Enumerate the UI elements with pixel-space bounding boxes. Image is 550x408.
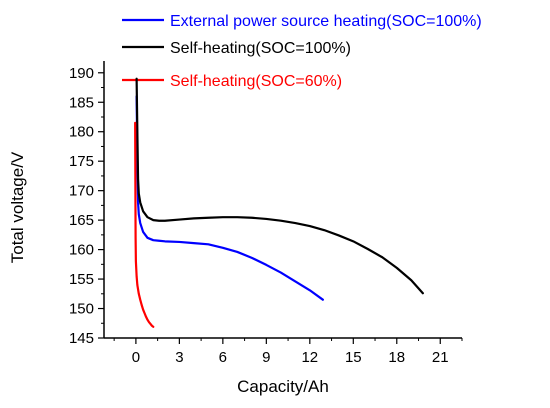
legend-label-1: External power source heating(SOC=100%)	[170, 13, 482, 30]
series-line-3	[134, 121, 155, 328]
series-line-1	[135, 95, 324, 301]
y-ticks: 145 150 155 160 165 170 175 180 185 190	[69, 65, 104, 347]
y-tick-label: 170	[69, 183, 94, 200]
legend-label-2: Self-heating(SOC=100%)	[170, 40, 351, 57]
x-tick-label: 18	[388, 349, 405, 366]
legend-label-3: Self-heating(SOC=60%)	[170, 73, 342, 90]
y-tick-label: 165	[69, 212, 94, 229]
legend: External power source heating(SOC=100%) S…	[122, 13, 482, 90]
x-tick-label: 9	[262, 349, 270, 366]
x-tick-label: 6	[219, 349, 227, 366]
x-tick-label: 21	[432, 349, 449, 366]
x-ticks: 0 3 6 9 12 15 18 21	[113, 338, 463, 366]
x-tick-label: 3	[175, 349, 183, 366]
series-line-2	[135, 77, 424, 295]
y-tick-label: 155	[69, 271, 94, 288]
y-tick-label: 145	[69, 330, 94, 347]
y-tick-label: 180	[69, 124, 94, 141]
x-axis-title: Capacity/Ah	[237, 377, 329, 396]
y-tick-label: 175	[69, 153, 94, 170]
x-tick-label: 12	[301, 349, 318, 366]
plot-lines	[134, 77, 424, 328]
y-tick-label: 185	[69, 94, 94, 111]
y-tick-label: 190	[69, 65, 94, 82]
x-tick-label: 15	[345, 349, 362, 366]
y-tick-label: 160	[69, 242, 94, 259]
axes: 145 150 155 160 165 170 175 180 185 190 0 3 6 9 12 15 1…	[8, 61, 463, 396]
x-tick-label: 0	[132, 349, 140, 366]
y-tick-label: 150	[69, 301, 94, 318]
y-axis-title: Total voltage/V	[8, 151, 27, 263]
